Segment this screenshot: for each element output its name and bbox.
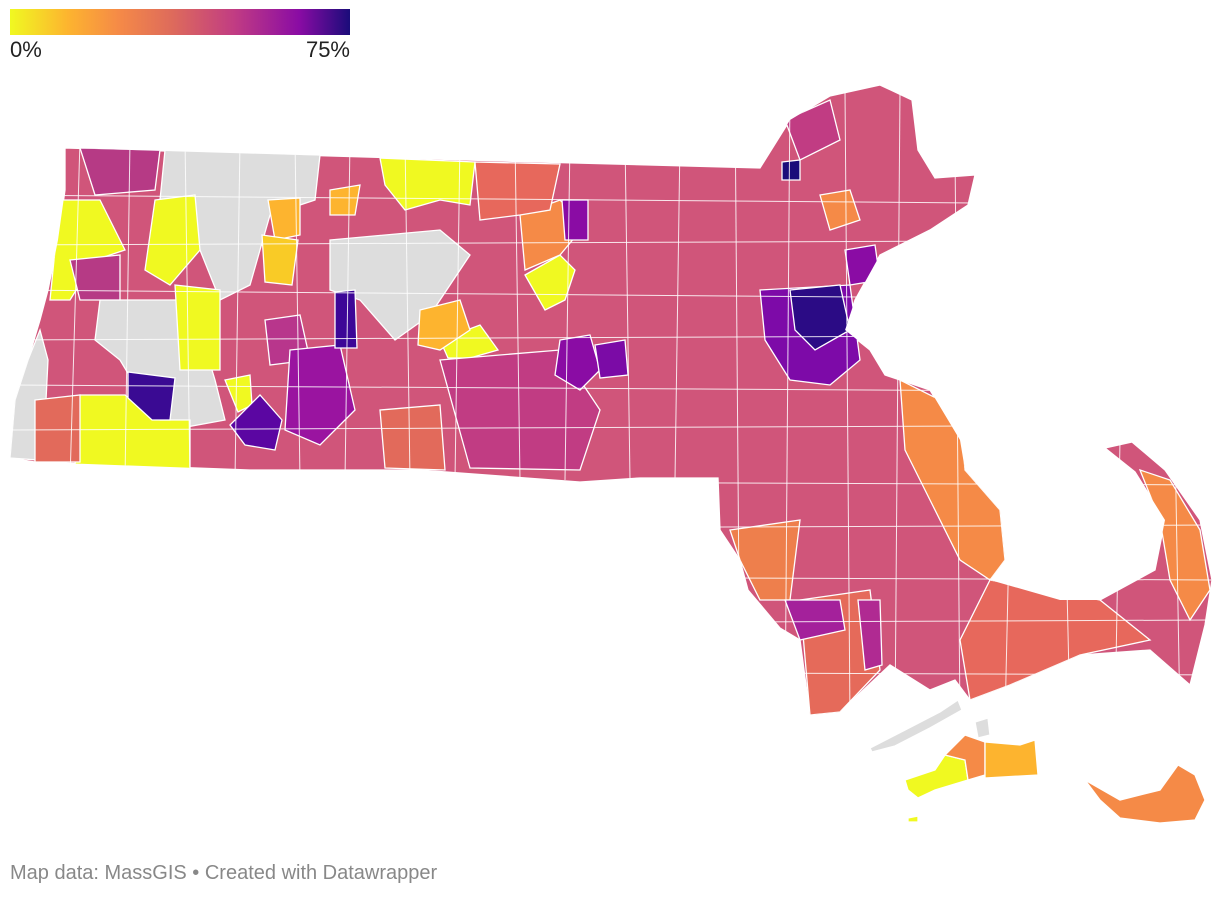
region-indigo-sw xyxy=(229,394,283,451)
region-purple-south-2 xyxy=(857,599,883,671)
region-central-yellow xyxy=(524,254,576,311)
region-noman-island xyxy=(907,815,919,823)
region-west-yellow-center xyxy=(174,284,221,371)
region-magenta-west-2 xyxy=(69,254,121,301)
legend-max-label: 75% xyxy=(305,37,350,62)
region-orange-se xyxy=(729,519,801,601)
region-salmon-west xyxy=(34,394,81,463)
region-salmon-north-1 xyxy=(474,161,561,221)
region-indigo-ne xyxy=(781,159,801,181)
region-marthas-vineyard-east xyxy=(984,739,1039,779)
region-indigo-west xyxy=(127,371,176,421)
legend-labels: 0% 75% xyxy=(10,37,350,62)
region-purple-springfield xyxy=(284,344,356,446)
region-marthas-vineyard-west xyxy=(904,754,969,799)
legend-gradient-bar xyxy=(10,9,350,35)
region-elizabeth-islands xyxy=(869,699,963,753)
region-purple-north xyxy=(561,199,589,241)
region-orange-ne xyxy=(819,189,861,231)
color-legend: 0% 75% xyxy=(10,9,350,62)
region-purple-south-1 xyxy=(784,599,846,641)
region-nantucket xyxy=(1084,764,1206,824)
legend-min-label: 0% xyxy=(10,37,42,62)
region-salmon-central-1 xyxy=(379,404,446,471)
region-magenta-central xyxy=(439,349,601,471)
region-magenta-ne xyxy=(784,99,841,161)
region-amber-1 xyxy=(267,197,301,241)
region-chappaquiddick xyxy=(974,717,991,739)
region-purple-central-2 xyxy=(594,339,629,379)
map-source-footer: Map data: MassGIS • Created with Datawra… xyxy=(10,862,438,884)
region-amber-2 xyxy=(261,234,299,286)
region-indigo-north xyxy=(334,289,358,349)
region-indigo-boston xyxy=(789,284,851,351)
region-central-yellow-south xyxy=(439,324,500,359)
region-amber-3 xyxy=(329,184,361,216)
